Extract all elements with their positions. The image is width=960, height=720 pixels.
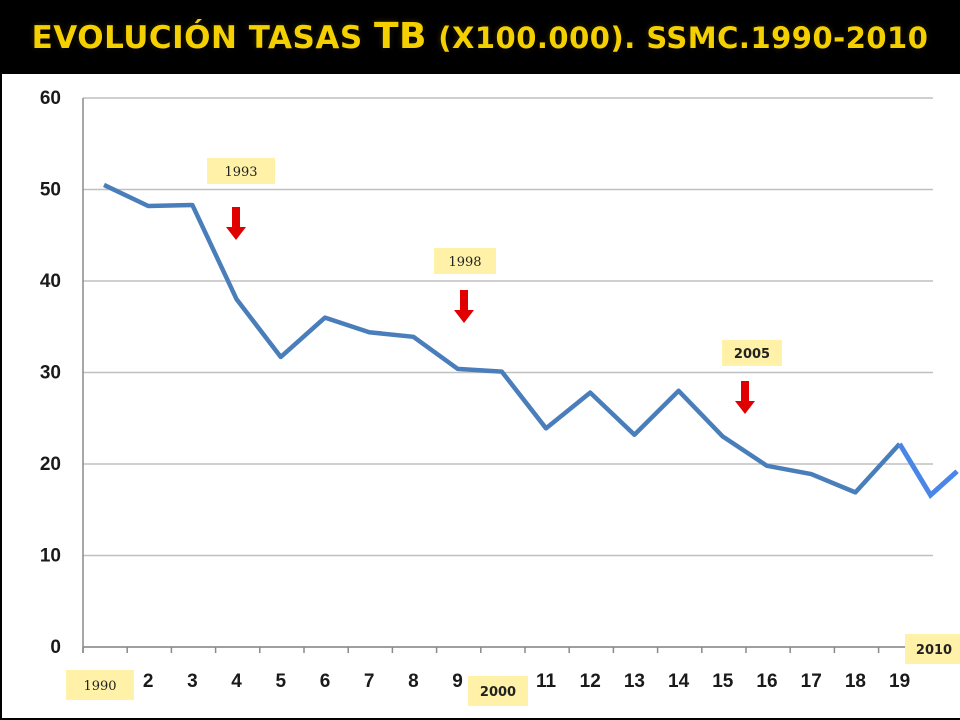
x-tick-label: 7 (364, 671, 375, 692)
x-tick-label: 4 (231, 671, 242, 692)
year-label: 1990 (83, 679, 116, 694)
x-tick-label: 2 (143, 671, 154, 692)
arrow-shaft (741, 381, 749, 403)
chart-title: EVOLUCIÓN TASAS TB (X100.000). SSMC.1990… (32, 16, 929, 57)
annotation-box (722, 340, 782, 366)
x-tick-label: 15 (712, 671, 734, 692)
year-label: 2010 (916, 643, 952, 658)
annotation-box (434, 248, 496, 274)
year-label-box (905, 634, 960, 664)
year-label: 2000 (480, 685, 516, 700)
year-label-box (66, 670, 134, 700)
x-tick-label: 14 (668, 671, 690, 692)
red-arrow-icon (735, 401, 755, 414)
year-label-box (468, 676, 528, 706)
y-tick-label: 60 (40, 88, 61, 109)
x-tick-label: 8 (408, 671, 419, 692)
x-tick-label: 13 (624, 671, 645, 692)
red-arrow-icon (454, 310, 474, 323)
x-tick-label: 16 (756, 671, 777, 692)
title-bar: EVOLUCIÓN TASAS TB (X100.000). SSMC.1990… (0, 0, 960, 72)
y-tick-label: 50 (40, 180, 61, 201)
x-tick-label: 3 (187, 671, 198, 692)
annotation-label: 1993 (224, 165, 257, 180)
y-tick-label: 30 (40, 363, 61, 384)
y-tick-label: 10 (40, 546, 61, 567)
y-tick-label: 0 (50, 637, 61, 658)
title-tb: TB (373, 15, 427, 57)
x-tick-label: 6 (320, 671, 331, 692)
series-extension-line (897, 442, 959, 499)
chart-area: 0 10 20 30 40 50 60 2 3 4 5 6 7 8 9 11 12 13 14 15 16 17 18 19 1… (2, 74, 960, 718)
title-main: EVOLUCIÓN TASAS (31, 19, 363, 56)
x-tick-label: 18 (845, 671, 866, 692)
y-tick-label: 40 (40, 271, 61, 292)
title-rest: (X100.000). SSMC.1990-2010 (438, 20, 929, 55)
line-chart: 0 10 20 30 40 50 60 2 3 4 5 6 7 8 9 11 12 13 14 15 16 17 18 19 1… (40, 88, 960, 706)
series-line (103, 182, 902, 495)
arrow-shaft (460, 290, 468, 312)
arrow-shaft (232, 207, 240, 229)
x-tick-label: 19 (889, 671, 910, 692)
x-tick-label: 5 (276, 671, 287, 692)
annotation-box (207, 158, 275, 184)
x-tick-label: 12 (580, 671, 601, 692)
annotation-label: 2005 (734, 347, 770, 362)
annotation-label: 1998 (448, 255, 481, 270)
x-tick-label: 11 (536, 671, 557, 692)
x-tick-label: 9 (452, 671, 463, 692)
red-arrow-icon (226, 227, 246, 240)
x-tick-label: 17 (801, 671, 822, 692)
y-tick-label: 20 (40, 454, 61, 475)
